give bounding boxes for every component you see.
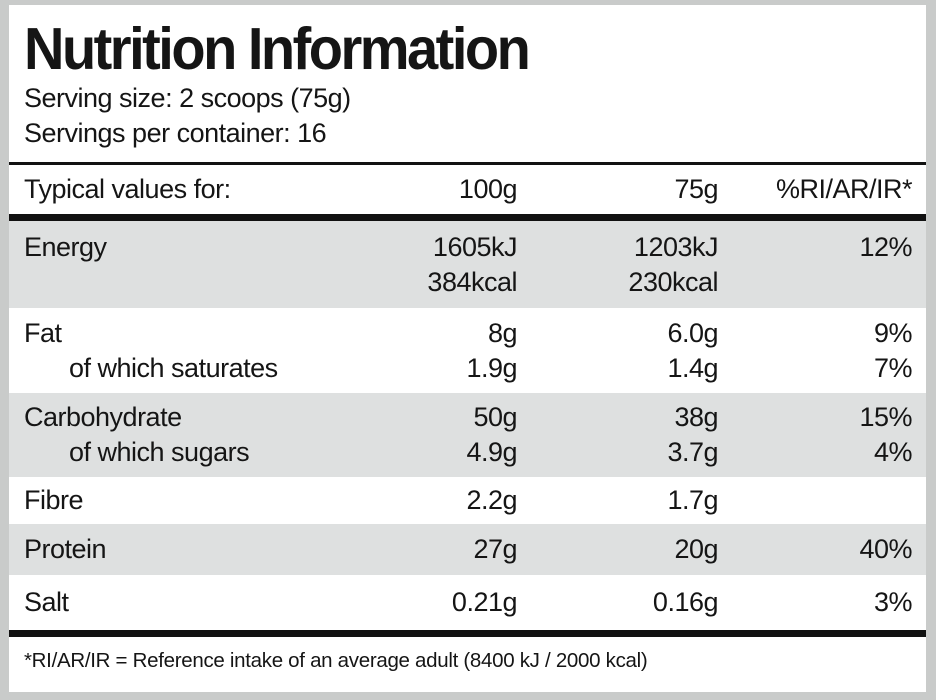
table-row-energy: Energy 1605kJ 1203kJ 12% 384kcal 230kcal (9, 221, 926, 308)
row-label-energy: Energy (24, 231, 107, 262)
divider-thick-header (9, 214, 926, 221)
row-label-sugars: of which sugars (69, 437, 250, 467)
divider-thick-bottom (9, 630, 926, 637)
column-header-ri: %RI/AR/IR* (775, 174, 913, 204)
carbohydrate-75g: 38g (674, 402, 718, 432)
saturates-100g: 1.9g (466, 352, 517, 383)
energy-75g-kj: 1203kJ (633, 231, 719, 262)
column-header-75g: 75g (674, 174, 718, 204)
fibre-75g: 1.7g (667, 485, 718, 515)
row-label-salt: Salt (24, 587, 69, 617)
table-row-fibre: Fibre 2.2g 1.7g (9, 477, 926, 524)
table-row-carbohydrate: Carbohydrate 50g 38g 15% of which sugars… (9, 393, 926, 477)
row-label-protein: Protein (24, 534, 107, 564)
energy-100g-kcal: 384kcal (427, 266, 517, 297)
energy-100g-kj: 1605kJ (432, 231, 518, 262)
saturates-ri: 7% (873, 352, 913, 383)
label-header: Nutrition Information Serving size: 2 sc… (9, 5, 926, 151)
reference-intake-footnote: *RI/AR/IR = Reference intake of an avera… (24, 649, 648, 672)
salt-ri: 3% (873, 587, 913, 617)
page-title: Nutrition Information (24, 15, 531, 82)
column-header-100g: 100g (458, 174, 518, 204)
protein-ri: 40% (859, 534, 912, 564)
sugars-75g: 3.7g (667, 437, 718, 467)
table-row-protein: Protein 27g 20g 40% (9, 524, 926, 575)
serving-size-text: Serving size: 2 scoops (75g) (24, 83, 351, 113)
energy-ri-line2 (718, 265, 912, 300)
row-label-saturates: of which saturates (69, 352, 278, 383)
table-header-row: Typical values for: 100g 75g %RI/AR/IR* (9, 165, 926, 214)
fibre-100g: 2.2g (466, 485, 517, 515)
carbohydrate-ri: 15% (859, 402, 912, 432)
energy-ri: 12% (859, 231, 912, 262)
table-row-fat: Fat 8g 6.0g 9% of which saturates 1.9g 1… (9, 308, 926, 393)
protein-75g: 20g (674, 534, 718, 564)
carbohydrate-100g: 50g (473, 402, 517, 432)
sugars-100g: 4.9g (466, 437, 517, 467)
salt-100g: 0.21g (451, 587, 518, 617)
fat-75g: 6.0g (667, 317, 718, 348)
divider-thin-top (9, 162, 926, 165)
protein-100g: 27g (473, 534, 517, 564)
servings-per-container-text: Servings per container: 16 (24, 118, 327, 148)
row-label-carbohydrate: Carbohydrate (24, 402, 182, 432)
row-label-fibre: Fibre (24, 485, 84, 515)
fat-100g: 8g (487, 317, 518, 348)
salt-75g: 0.16g (652, 587, 719, 617)
sugars-ri: 4% (873, 437, 913, 467)
fat-ri: 9% (873, 317, 913, 348)
row-label-fat: Fat (24, 317, 62, 348)
column-header-label: Typical values for: (24, 174, 231, 204)
table-row-salt: Salt 0.21g 0.16g 3% (9, 575, 926, 630)
energy-75g-kcal: 230kcal (628, 266, 718, 297)
saturates-75g: 1.4g (667, 352, 718, 383)
fibre-ri (718, 483, 912, 518)
nutrition-label: Nutrition Information Serving size: 2 sc… (9, 5, 926, 692)
